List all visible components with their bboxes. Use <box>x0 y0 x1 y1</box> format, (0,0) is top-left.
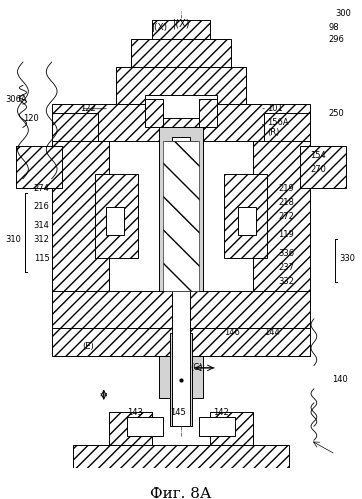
Bar <box>106 207 123 235</box>
Bar <box>152 20 210 39</box>
Bar <box>224 174 267 258</box>
Text: Фиг. 8А: Фиг. 8А <box>150 487 212 499</box>
Bar <box>253 141 310 291</box>
Bar <box>95 174 138 258</box>
Text: |(X): |(X) <box>151 23 168 32</box>
Text: 119: 119 <box>278 231 294 240</box>
Text: 330: 330 <box>339 253 355 262</box>
Bar <box>145 95 217 118</box>
Text: 274: 274 <box>34 184 50 193</box>
Text: 332: 332 <box>278 277 294 286</box>
Text: |(X): |(X) <box>172 19 190 29</box>
Text: 216: 216 <box>34 202 50 211</box>
Bar <box>172 137 190 426</box>
Text: (E): (E) <box>82 342 94 351</box>
Text: 101: 101 <box>267 104 283 113</box>
Bar <box>52 113 98 207</box>
Bar <box>239 207 256 235</box>
Bar <box>264 113 310 207</box>
Text: 300: 300 <box>336 8 352 17</box>
Text: 250: 250 <box>328 109 344 118</box>
Text: 296: 296 <box>328 35 344 44</box>
Bar <box>159 127 203 398</box>
Text: 145: 145 <box>170 408 186 417</box>
Bar <box>52 328 310 356</box>
Bar <box>167 141 195 291</box>
Bar <box>199 99 217 127</box>
Text: 146: 146 <box>224 328 240 337</box>
Bar <box>109 412 152 445</box>
Text: 270: 270 <box>310 165 326 174</box>
Bar <box>210 412 253 445</box>
Text: 272: 272 <box>278 212 294 221</box>
Text: 122: 122 <box>80 104 96 113</box>
Bar <box>127 417 163 436</box>
Bar <box>145 99 163 127</box>
Bar <box>16 146 63 188</box>
Text: 115: 115 <box>34 253 50 262</box>
Bar <box>116 67 246 104</box>
Text: 314: 314 <box>34 221 50 230</box>
Text: 120: 120 <box>23 114 39 123</box>
Text: 156A
(R): 156A (R) <box>267 118 289 137</box>
Text: 219: 219 <box>278 184 294 193</box>
Text: 142: 142 <box>213 408 229 417</box>
Text: 144: 144 <box>264 328 279 337</box>
Text: 237: 237 <box>278 263 294 272</box>
Bar <box>199 417 235 436</box>
Bar <box>73 445 289 468</box>
Bar <box>52 141 109 291</box>
Bar <box>170 333 192 426</box>
Bar <box>16 146 63 188</box>
Text: (C): (C) <box>190 363 202 372</box>
Text: 310: 310 <box>5 235 21 244</box>
Bar <box>52 104 310 141</box>
Bar <box>299 146 346 188</box>
Text: 306A: 306A <box>5 95 27 104</box>
Bar <box>165 141 197 291</box>
Bar <box>52 291 310 328</box>
Bar <box>16 146 63 188</box>
Bar <box>163 141 199 291</box>
Text: 143: 143 <box>127 408 143 417</box>
Text: 336: 336 <box>278 249 294 258</box>
Text: 218: 218 <box>278 198 294 207</box>
Text: 140: 140 <box>332 375 348 384</box>
Text: 98: 98 <box>328 22 339 31</box>
Bar <box>131 39 231 67</box>
Text: 312: 312 <box>34 235 50 244</box>
Text: 154: 154 <box>310 151 326 160</box>
